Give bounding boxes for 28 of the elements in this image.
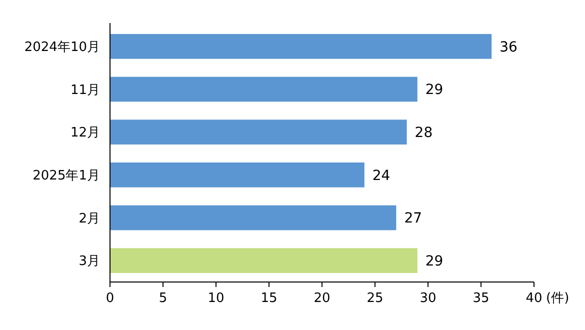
x-tick-label: 15 xyxy=(260,291,278,306)
bar xyxy=(110,205,396,230)
x-tick-label: 5 xyxy=(158,291,168,306)
bar xyxy=(110,120,407,145)
y-tick-label: 12月 xyxy=(70,126,100,141)
x-tick-label: 10 xyxy=(208,291,224,306)
bar xyxy=(110,76,418,102)
data-label: 29 xyxy=(425,253,444,270)
bar xyxy=(110,248,418,274)
y-tick-label: 11月 xyxy=(70,82,100,98)
x-tick-label: 35 xyxy=(472,291,490,306)
data-label: 27 xyxy=(404,210,422,227)
bar xyxy=(110,162,364,188)
data-label: 36 xyxy=(500,39,518,56)
data-label: 28 xyxy=(414,124,433,141)
data-label: 29 xyxy=(425,82,444,98)
bar xyxy=(110,34,492,59)
y-tick-label: 2025年1月 xyxy=(32,168,100,184)
x-tick-label: 25 xyxy=(366,291,384,306)
y-tick-label: 2月 xyxy=(78,211,100,226)
data-label: 24 xyxy=(372,168,390,184)
y-tick-label: 3月 xyxy=(78,254,100,270)
y-tick-label: 2024年10月 xyxy=(24,40,100,55)
x-axis-title: (件) xyxy=(546,291,570,306)
x-tick-label: 20 xyxy=(314,291,330,306)
x-tick-label: 0 xyxy=(106,291,114,306)
x-tick-label: 30 xyxy=(420,291,436,306)
x-tick-label: 40 xyxy=(526,291,542,306)
